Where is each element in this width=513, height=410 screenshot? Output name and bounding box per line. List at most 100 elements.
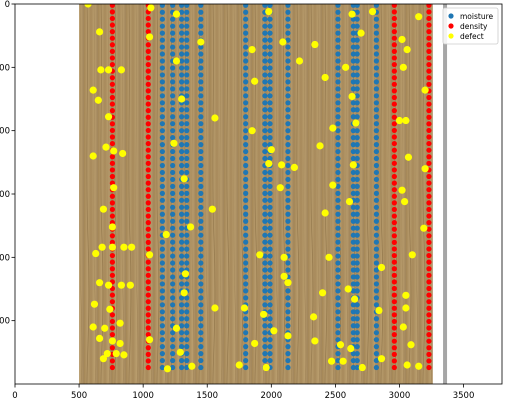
defect-point bbox=[99, 355, 108, 363]
moisture-point bbox=[335, 114, 341, 120]
moisture-point bbox=[373, 148, 380, 155]
moisture-point bbox=[179, 79, 185, 85]
moisture-point bbox=[184, 4, 190, 8]
moisture-point bbox=[354, 260, 360, 266]
defect-point bbox=[181, 270, 190, 278]
density-point bbox=[391, 305, 397, 311]
moisture-point bbox=[267, 58, 273, 64]
moisture-point bbox=[170, 337, 176, 343]
moisture-point bbox=[354, 128, 360, 134]
moisture-point bbox=[354, 330, 360, 336]
density-point bbox=[109, 364, 115, 371]
y-tick-label: 00 bbox=[0, 63, 10, 73]
moisture-point bbox=[179, 58, 185, 64]
moisture-point bbox=[267, 128, 273, 134]
density-point bbox=[426, 114, 432, 120]
moisture-point bbox=[159, 93, 165, 99]
moisture-point bbox=[170, 260, 176, 266]
defect-point bbox=[344, 285, 352, 293]
density-point bbox=[109, 312, 115, 318]
moisture-point bbox=[267, 155, 273, 162]
density-point bbox=[109, 94, 115, 101]
defect-point bbox=[116, 339, 124, 348]
density-point bbox=[426, 101, 432, 107]
density-point bbox=[145, 55, 151, 61]
density-point bbox=[391, 364, 397, 371]
density-point bbox=[391, 206, 397, 213]
moisture-point bbox=[335, 72, 341, 78]
moisture-point bbox=[350, 204, 356, 210]
moisture-point bbox=[285, 107, 291, 113]
moisture-point bbox=[285, 239, 291, 245]
moisture-point bbox=[335, 51, 341, 57]
y-tick-label: 00 bbox=[0, 190, 10, 200]
moisture-point bbox=[159, 281, 165, 287]
moisture-point bbox=[184, 30, 190, 36]
density-point bbox=[391, 325, 397, 331]
moisture-point bbox=[243, 114, 249, 120]
moisture-point bbox=[373, 323, 380, 329]
density-point bbox=[426, 305, 432, 311]
moisture-point bbox=[198, 211, 204, 217]
moisture-point bbox=[335, 288, 341, 294]
density-point bbox=[109, 121, 115, 127]
moisture-point bbox=[285, 9, 291, 15]
moisture-point bbox=[285, 30, 291, 36]
defect-point bbox=[92, 249, 100, 258]
moisture-point bbox=[335, 79, 341, 85]
moisture-point bbox=[198, 330, 204, 336]
moisture-point bbox=[354, 323, 360, 329]
moisture-point bbox=[335, 37, 341, 43]
density-point bbox=[391, 55, 397, 61]
moisture-point bbox=[354, 135, 360, 141]
defect-point bbox=[295, 57, 304, 65]
moisture-point bbox=[262, 107, 268, 113]
density-point bbox=[426, 213, 432, 219]
moisture-point bbox=[179, 16, 185, 22]
moisture-point bbox=[243, 337, 249, 343]
defect-point bbox=[352, 119, 360, 127]
density-point bbox=[145, 68, 151, 74]
defect-point bbox=[348, 10, 356, 18]
density-point bbox=[391, 61, 397, 68]
moisture-point bbox=[243, 204, 249, 210]
defect-point bbox=[112, 350, 120, 358]
moisture-point bbox=[335, 323, 341, 329]
moisture-point bbox=[243, 44, 249, 50]
defect-point bbox=[119, 149, 127, 158]
defect-point bbox=[267, 146, 275, 154]
moisture-point bbox=[373, 253, 380, 259]
moisture-point bbox=[170, 44, 176, 50]
moisture-point bbox=[198, 344, 204, 350]
moisture-point bbox=[267, 121, 273, 127]
density-point bbox=[426, 351, 432, 357]
defect-point bbox=[116, 319, 124, 327]
moisture-point bbox=[267, 183, 273, 189]
moisture-point bbox=[354, 142, 360, 148]
density-point bbox=[391, 4, 397, 8]
moisture-point bbox=[335, 93, 341, 99]
legend-box bbox=[442, 7, 499, 45]
moisture-point bbox=[285, 100, 291, 106]
density-point bbox=[109, 193, 115, 199]
defect-point bbox=[321, 209, 329, 217]
density-point bbox=[426, 154, 432, 160]
moisture-point bbox=[170, 51, 176, 57]
density-point bbox=[426, 121, 432, 127]
density-point bbox=[391, 29, 397, 35]
moisture-point bbox=[179, 281, 185, 287]
density-point bbox=[145, 239, 151, 245]
moisture-point bbox=[350, 44, 356, 50]
density-point bbox=[391, 252, 397, 259]
moisture-point bbox=[184, 197, 190, 203]
legend-marker-defect bbox=[448, 33, 454, 39]
moisture-point bbox=[184, 114, 190, 120]
moisture-point bbox=[159, 295, 165, 301]
moisture-point bbox=[243, 351, 249, 357]
moisture-point bbox=[354, 155, 360, 162]
moisture-point bbox=[350, 281, 356, 287]
x-tick-label: 3000 bbox=[389, 391, 411, 401]
moisture-point bbox=[267, 225, 273, 231]
density-point bbox=[391, 101, 397, 107]
moisture-point bbox=[267, 357, 273, 364]
